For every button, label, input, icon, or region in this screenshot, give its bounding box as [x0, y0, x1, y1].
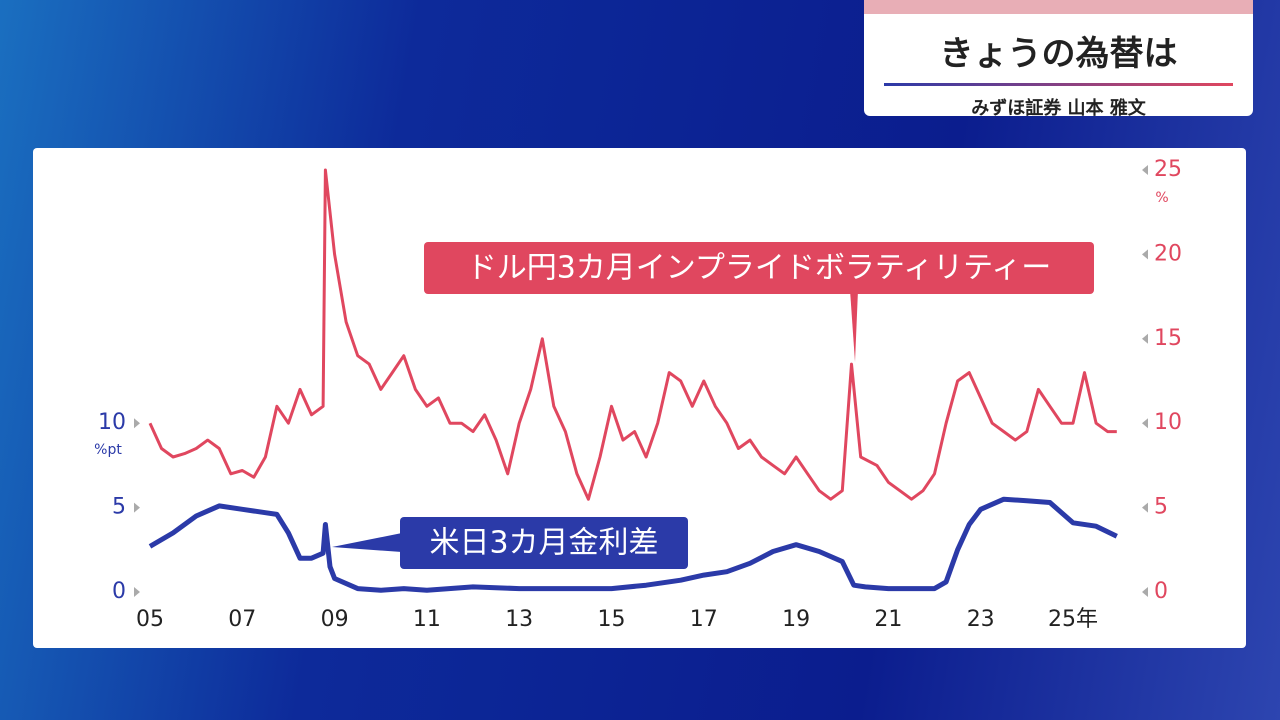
- series-label: ドル円3カ月インプライドボラティリティー: [467, 251, 1052, 286]
- callout-box: [400, 517, 688, 569]
- y2-tick-label: 20: [1154, 241, 1182, 266]
- y2-tick: [1142, 165, 1148, 175]
- x-tick-label: 05: [136, 607, 164, 632]
- callout-pointer: [850, 290, 858, 362]
- y2-tick-label: 10: [1154, 410, 1182, 435]
- y2-tick-label: 15: [1154, 326, 1182, 351]
- y2-tick-label: 0: [1154, 579, 1168, 604]
- y-tick-label: 0: [112, 579, 126, 604]
- x-tick-label: 09: [321, 607, 349, 632]
- x-tick-label: 23: [967, 607, 995, 632]
- y-tick-label: 5: [112, 495, 126, 520]
- y2-tick: [1142, 502, 1148, 513]
- series-label: 米日3カ月金利差: [429, 526, 658, 561]
- y2-unit: %: [1155, 190, 1168, 206]
- series-line: [148, 168, 1117, 501]
- y-tick: [134, 418, 140, 429]
- y2-tick: [1142, 418, 1148, 429]
- y2-tick: [1142, 587, 1148, 597]
- header-rule: [884, 83, 1233, 86]
- callout-pointer: [332, 533, 402, 552]
- x-tick-label: 25年: [1048, 607, 1098, 632]
- y-unit: %pt: [94, 442, 122, 458]
- header-box: きょうの為替は みずほ証券 山本 雅文: [864, 0, 1253, 119]
- header-title: きょうの為替は: [939, 34, 1178, 74]
- x-tick-label: 13: [505, 607, 533, 632]
- y-tick: [134, 587, 140, 597]
- y2-tick-label: 5: [1154, 495, 1168, 520]
- series-line: [148, 496, 1118, 593]
- x-tick-label: 17: [690, 607, 718, 632]
- x-tick-label: 21: [874, 607, 902, 632]
- x-tick-label: 11: [413, 607, 441, 632]
- y2-tick: [1142, 333, 1148, 344]
- y2-tick-label: 25: [1154, 157, 1182, 182]
- x-tick-label: 19: [782, 607, 810, 632]
- y-tick-label: 10: [98, 410, 126, 435]
- x-tick-label: 15: [598, 607, 626, 632]
- header-subtitle: みずほ証券 山本 雅文: [971, 98, 1146, 119]
- y2-tick: [1142, 249, 1148, 260]
- y-tick: [134, 502, 140, 513]
- callout-box: [424, 242, 1094, 294]
- x-tick-label: 07: [228, 607, 256, 632]
